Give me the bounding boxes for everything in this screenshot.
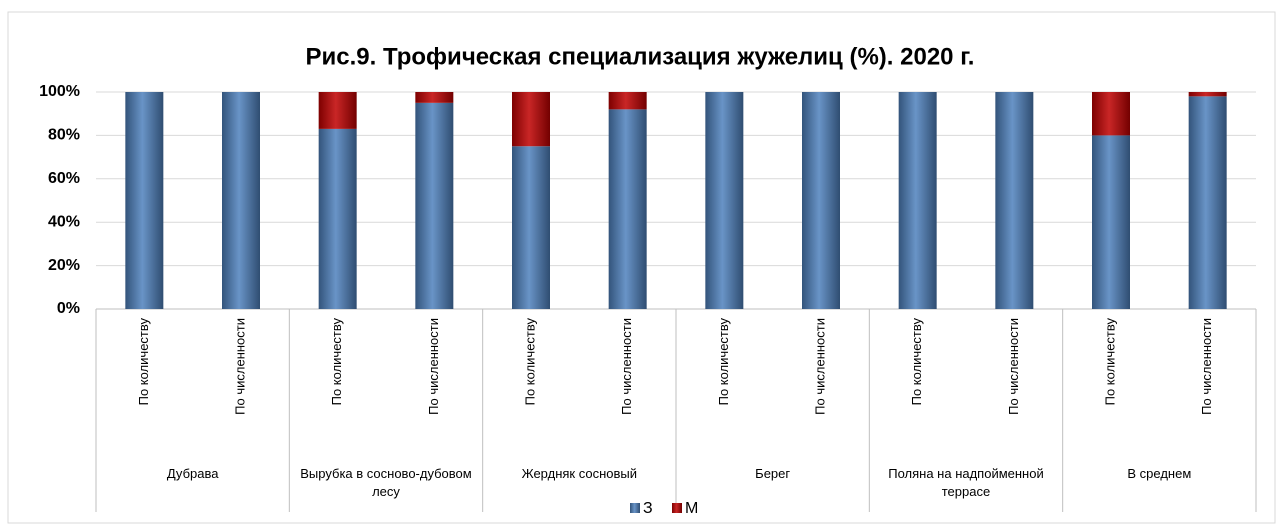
bar — [1092, 92, 1130, 136]
x-tick-label: По количеству — [909, 318, 924, 406]
x-tick-label: По численности — [1199, 318, 1214, 415]
bar — [1092, 135, 1130, 309]
bar — [125, 92, 164, 309]
x-tick-label: По количеству — [329, 318, 344, 406]
group-label: Поляна на надпойменной террасе — [888, 466, 1044, 499]
bar — [1188, 96, 1227, 309]
bar — [898, 92, 937, 309]
y-tick-label: 100% — [39, 83, 80, 100]
legend-label: М — [685, 500, 698, 517]
bar — [415, 92, 454, 103]
bar — [222, 92, 260, 309]
x-tick-label: По количеству — [136, 318, 151, 406]
bar — [995, 92, 1034, 309]
bar — [318, 128, 357, 309]
bar — [512, 146, 550, 309]
group-label: Дубрава — [166, 466, 219, 481]
group-label: Берег — [755, 466, 791, 481]
bar — [415, 102, 454, 309]
bar — [608, 92, 647, 110]
legend-swatch — [672, 503, 682, 513]
x-tick-label: По количеству — [1102, 318, 1117, 406]
x-tick-label: По численности — [426, 318, 441, 415]
x-tick-label: По численности — [619, 318, 634, 415]
x-tick-label: По количеству — [716, 318, 731, 406]
bar — [705, 92, 744, 309]
legend-label: З — [643, 500, 653, 517]
group-label: В среднем — [1127, 466, 1192, 481]
y-tick-label: 20% — [48, 257, 80, 274]
bar — [318, 92, 357, 129]
x-tick-label: По численности — [1006, 318, 1021, 415]
bar — [512, 92, 550, 147]
y-tick-label: 60% — [48, 170, 80, 187]
bar — [802, 92, 840, 309]
x-tick-label: По численности — [812, 318, 827, 415]
bar — [1188, 92, 1227, 97]
group-label: Вырубка в сосново-дубовом лесу — [300, 466, 472, 499]
y-tick-label: 40% — [48, 213, 80, 230]
legend-swatch — [630, 503, 640, 513]
y-tick-label: 80% — [48, 127, 80, 144]
x-tick-label: По количеству — [522, 318, 537, 406]
x-tick-label: По численности — [232, 318, 247, 415]
chart-title: Рис.9. Трофическая специализация жужелиц… — [306, 43, 975, 70]
bar — [608, 109, 647, 309]
y-tick-label: 0% — [57, 300, 80, 317]
group-label: Жердняк сосновый — [521, 466, 638, 481]
